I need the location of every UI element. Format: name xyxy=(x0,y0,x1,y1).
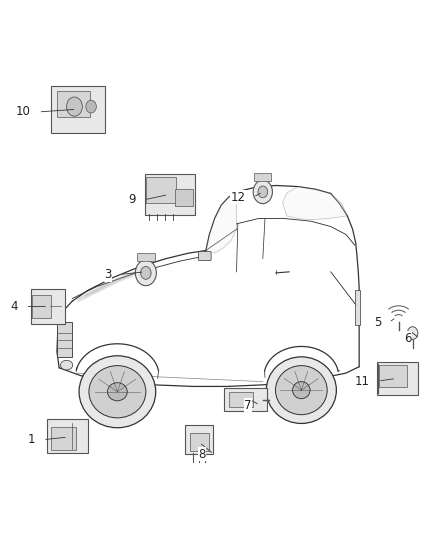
Circle shape xyxy=(141,266,151,279)
FancyBboxPatch shape xyxy=(145,174,195,215)
Ellipse shape xyxy=(276,366,327,415)
FancyBboxPatch shape xyxy=(229,392,253,407)
FancyBboxPatch shape xyxy=(47,419,88,453)
FancyBboxPatch shape xyxy=(32,295,51,318)
Ellipse shape xyxy=(266,357,336,423)
Circle shape xyxy=(258,186,268,198)
FancyBboxPatch shape xyxy=(51,85,105,133)
Text: 8: 8 xyxy=(198,448,206,461)
Circle shape xyxy=(253,180,272,204)
Text: 9: 9 xyxy=(128,193,136,206)
Text: 11: 11 xyxy=(355,375,370,387)
Text: 5: 5 xyxy=(374,316,381,329)
Ellipse shape xyxy=(79,356,156,427)
Polygon shape xyxy=(77,266,151,303)
Ellipse shape xyxy=(60,360,73,370)
Circle shape xyxy=(407,327,418,340)
FancyBboxPatch shape xyxy=(57,322,72,357)
FancyBboxPatch shape xyxy=(224,388,267,411)
FancyBboxPatch shape xyxy=(190,433,209,451)
FancyBboxPatch shape xyxy=(57,91,90,117)
FancyBboxPatch shape xyxy=(254,173,271,181)
FancyBboxPatch shape xyxy=(50,427,76,450)
Text: 3: 3 xyxy=(104,268,112,281)
Polygon shape xyxy=(283,187,347,220)
Text: 10: 10 xyxy=(16,106,31,118)
Ellipse shape xyxy=(89,366,146,418)
FancyBboxPatch shape xyxy=(137,253,155,261)
Ellipse shape xyxy=(107,383,127,401)
FancyBboxPatch shape xyxy=(146,177,176,203)
Text: 6: 6 xyxy=(404,332,412,345)
Polygon shape xyxy=(84,264,155,297)
Circle shape xyxy=(67,97,82,116)
Text: 1: 1 xyxy=(28,433,35,446)
Text: 7: 7 xyxy=(244,399,252,411)
FancyBboxPatch shape xyxy=(198,252,211,261)
Text: 4: 4 xyxy=(10,300,18,313)
Circle shape xyxy=(135,260,156,286)
Polygon shape xyxy=(206,192,237,253)
Text: 12: 12 xyxy=(230,191,245,204)
FancyBboxPatch shape xyxy=(31,289,66,324)
FancyBboxPatch shape xyxy=(185,425,213,454)
Circle shape xyxy=(86,100,96,113)
Ellipse shape xyxy=(293,382,310,399)
FancyBboxPatch shape xyxy=(379,365,407,387)
FancyBboxPatch shape xyxy=(377,362,418,395)
FancyBboxPatch shape xyxy=(355,290,360,325)
FancyBboxPatch shape xyxy=(175,189,193,206)
